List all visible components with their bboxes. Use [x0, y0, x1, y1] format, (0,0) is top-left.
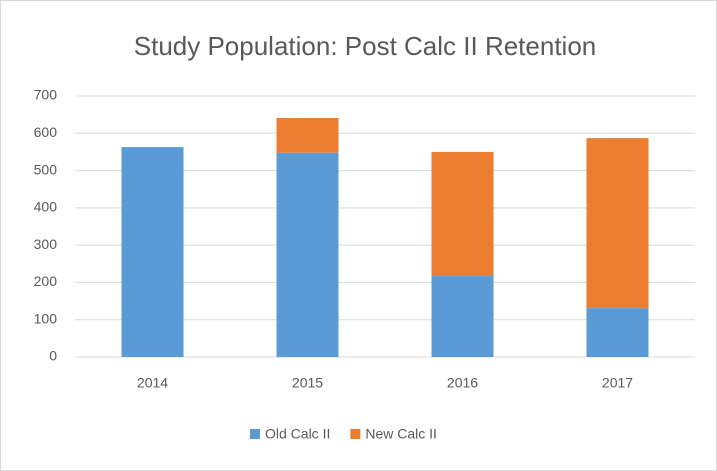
chart-title: Study Population: Post Calc II Retention	[134, 31, 597, 61]
legend-label: New Calc II	[365, 426, 437, 442]
x-tick-label: 2015	[292, 375, 323, 391]
legend-label: Old Calc II	[265, 426, 330, 442]
bar-segment	[121, 147, 184, 357]
y-tick-label: 700	[34, 87, 58, 103]
y-tick-label: 100	[34, 310, 58, 326]
y-tick-label: 200	[34, 273, 58, 289]
x-tick-label: 2016	[447, 375, 478, 391]
bar-segment	[276, 117, 339, 153]
y-tick-label: 400	[34, 199, 58, 215]
legend-swatch	[350, 429, 361, 439]
bar-segment	[586, 308, 649, 357]
bar-segment	[276, 152, 339, 357]
y-tick-label: 300	[34, 236, 58, 252]
x-tick-label: 2014	[137, 375, 168, 391]
legend-swatch	[250, 429, 260, 439]
y-tick-label: 0	[49, 348, 57, 364]
y-tick-label: 600	[34, 124, 58, 140]
bar-segment	[431, 276, 494, 357]
bar-segment	[586, 138, 649, 309]
y-tick-label: 500	[34, 161, 58, 177]
x-tick-label: 2017	[602, 375, 633, 391]
bar-segment	[431, 151, 494, 277]
